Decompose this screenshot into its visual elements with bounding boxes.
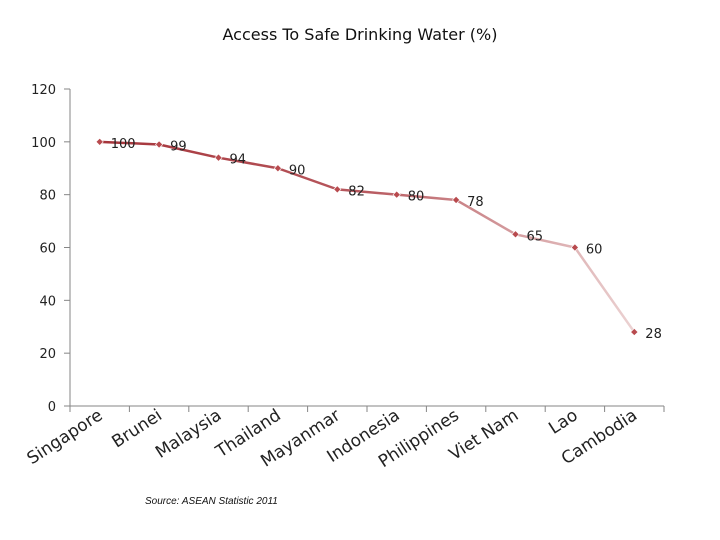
data-label: 90 [289,163,306,178]
data-label: 82 [348,184,365,199]
source-note: Source: ASEAN Statistic 2011 [145,496,278,507]
data-series [95,137,639,337]
y-tick-label: 120 [31,83,56,98]
y-tick-label: 20 [39,347,56,362]
data-point [333,185,342,194]
y-tick-label: 40 [39,294,56,309]
data-point [452,195,461,204]
y-tick-label: 100 [31,136,56,151]
data-point [630,328,639,337]
data-point [511,230,520,239]
x-tick-label: Malaysia [152,405,225,462]
data-point [570,243,579,252]
y-axis: 0 20 40 60 80 100 120 [31,83,71,415]
data-label: 28 [645,327,662,342]
data-labels: 100 99 94 90 82 80 78 65 60 28 [111,137,662,342]
y-tick-label: 0 [48,400,56,415]
y-tick-label: 60 [39,242,56,257]
y-tick-label: 80 [39,189,56,204]
x-axis: Singapore BruneiMalaysiaThailandMayanmarI… [24,405,665,472]
data-label: 65 [527,229,544,244]
data-point [155,140,164,149]
data-label: 100 [111,137,136,152]
series-line [99,140,636,333]
x-tick-label: Singapore [24,405,107,468]
data-label: 60 [586,243,603,258]
data-point [392,190,401,199]
data-label: 80 [408,190,425,205]
data-label: 99 [170,139,187,154]
chart-title: Access To Safe Drinking Water (%) [223,25,498,44]
data-label: 94 [230,153,247,168]
data-point [273,164,282,173]
data-label: 78 [467,195,484,210]
x-tick-label: Lao [545,405,581,438]
data-point [95,137,104,146]
data-point [214,153,223,162]
